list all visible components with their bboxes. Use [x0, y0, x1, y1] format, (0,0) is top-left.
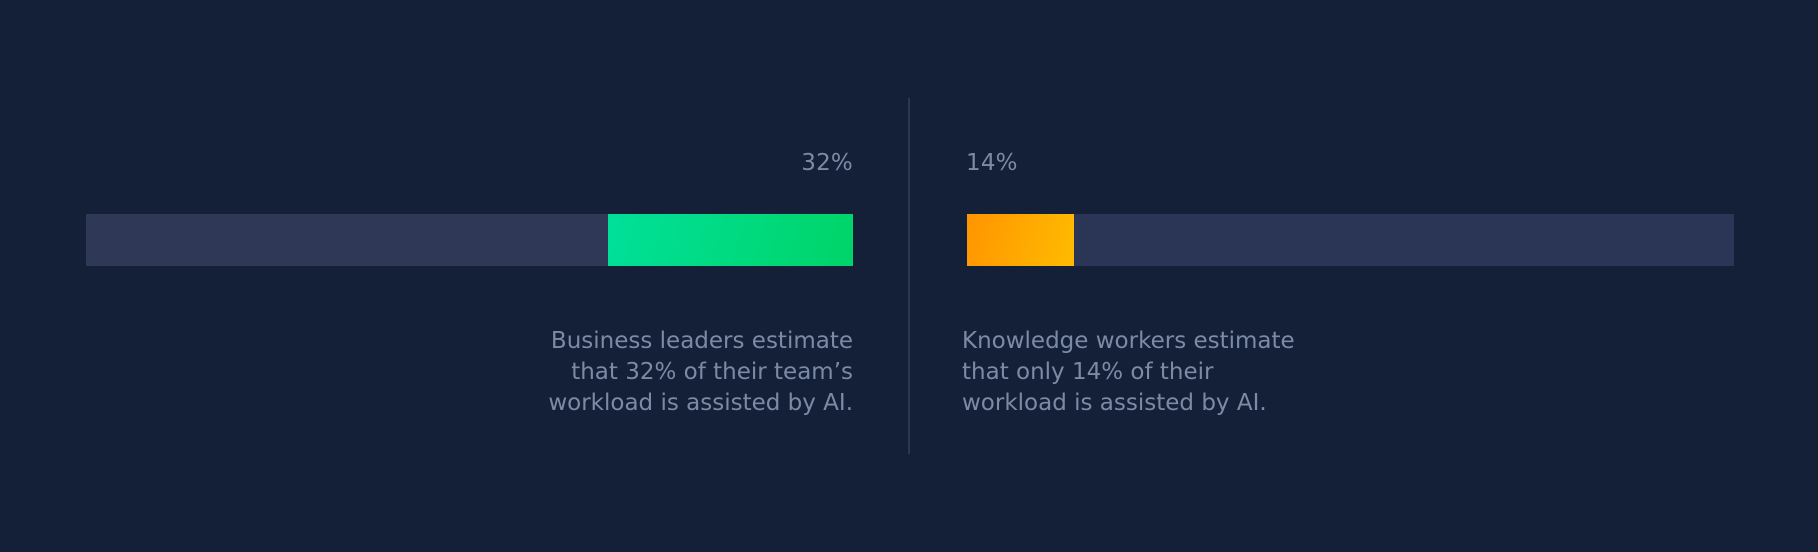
- business-leaders-bar-fill: [608, 214, 853, 266]
- business-leaders-description-line: workload is assisted by AI.: [548, 390, 853, 416]
- business-leaders-description-line: Business leaders estimate: [550, 328, 853, 354]
- business-leaders-bar-track: [86, 214, 853, 266]
- knowledge-workers-description-line: Knowledge workers estimate: [962, 328, 1295, 354]
- center-divider: [908, 98, 910, 454]
- knowledge-workers-bar-fill: [967, 214, 1074, 266]
- knowledge-workers-description-line: that only 14% of their: [962, 359, 1214, 385]
- business-leaders-description: Business leaders estimate that 32% of th…: [493, 326, 853, 419]
- business-leaders-value-label: 32%: [801, 150, 853, 176]
- business-leaders-description-line: that 32% of their team’s: [571, 359, 853, 385]
- knowledge-workers-bar-track: [967, 214, 1734, 266]
- knowledge-workers-value-label: 14%: [966, 150, 1018, 176]
- knowledge-workers-description-line: workload is assisted by AI.: [962, 390, 1267, 416]
- knowledge-workers-description: Knowledge workers estimate that only 14%…: [962, 326, 1322, 419]
